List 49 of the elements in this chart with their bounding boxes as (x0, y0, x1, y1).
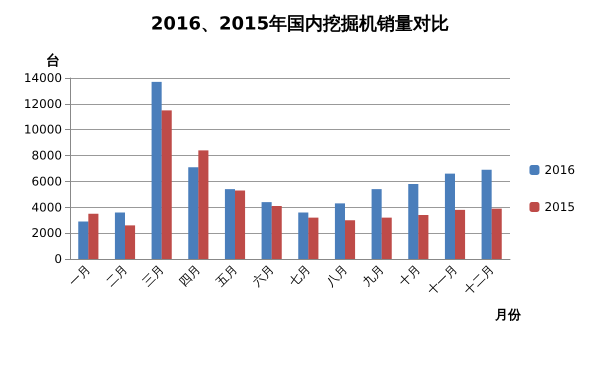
x-tick-label: 七月 (286, 262, 314, 289)
bar (78, 222, 88, 259)
bar (382, 218, 392, 259)
bar (162, 110, 172, 259)
x-tick-label: 十一月 (424, 262, 460, 298)
bar (418, 215, 428, 259)
y-tick-label: 12000 (24, 96, 62, 111)
x-tick-label: 十二月 (461, 262, 497, 298)
x-axis-title: 月份 (494, 308, 522, 323)
y-tick-label: 4000 (31, 200, 62, 214)
bar (444, 174, 455, 259)
x-tick-label: 六月 (250, 262, 277, 289)
bar (482, 170, 492, 259)
x-tick-label: 九月 (360, 262, 387, 289)
y-tick-label: 2000 (31, 226, 62, 240)
bar (188, 167, 198, 259)
bar (235, 190, 246, 259)
bar (114, 212, 125, 259)
x-tick-label: 二月 (103, 262, 130, 289)
x-tick-label: 八月 (323, 262, 350, 289)
bar (345, 220, 356, 259)
bar (308, 218, 318, 259)
y-tick-label: 6000 (31, 174, 62, 188)
bar (224, 189, 235, 259)
bar (298, 212, 308, 259)
y-tick-label: 8000 (31, 148, 62, 163)
bar (408, 184, 418, 259)
y-tick-label: 0 (54, 252, 62, 266)
bar (492, 208, 502, 259)
y-axis-title: 台 (46, 53, 60, 69)
chart-title: 2016、2015年国内挖掘机销量对比 (150, 14, 450, 34)
bar (125, 225, 136, 259)
x-tick-label: 五月 (213, 262, 240, 289)
y-tick-label: 14000 (24, 71, 62, 85)
x-tick-label: 一月 (66, 262, 94, 289)
bar (455, 210, 466, 259)
x-tick-label: 十月 (396, 262, 424, 289)
x-tick-label: 三月 (140, 262, 167, 289)
legend-label: 2016 (544, 163, 576, 177)
y-tick-label: 10000 (24, 122, 62, 137)
bar (198, 150, 208, 259)
bar (88, 214, 98, 259)
bar (262, 202, 272, 259)
bar (334, 203, 345, 259)
bar (272, 206, 282, 259)
x-tick-label: 四月 (176, 262, 204, 289)
bar (372, 189, 382, 259)
bar (152, 82, 162, 259)
legend-label: 2015 (544, 200, 576, 214)
